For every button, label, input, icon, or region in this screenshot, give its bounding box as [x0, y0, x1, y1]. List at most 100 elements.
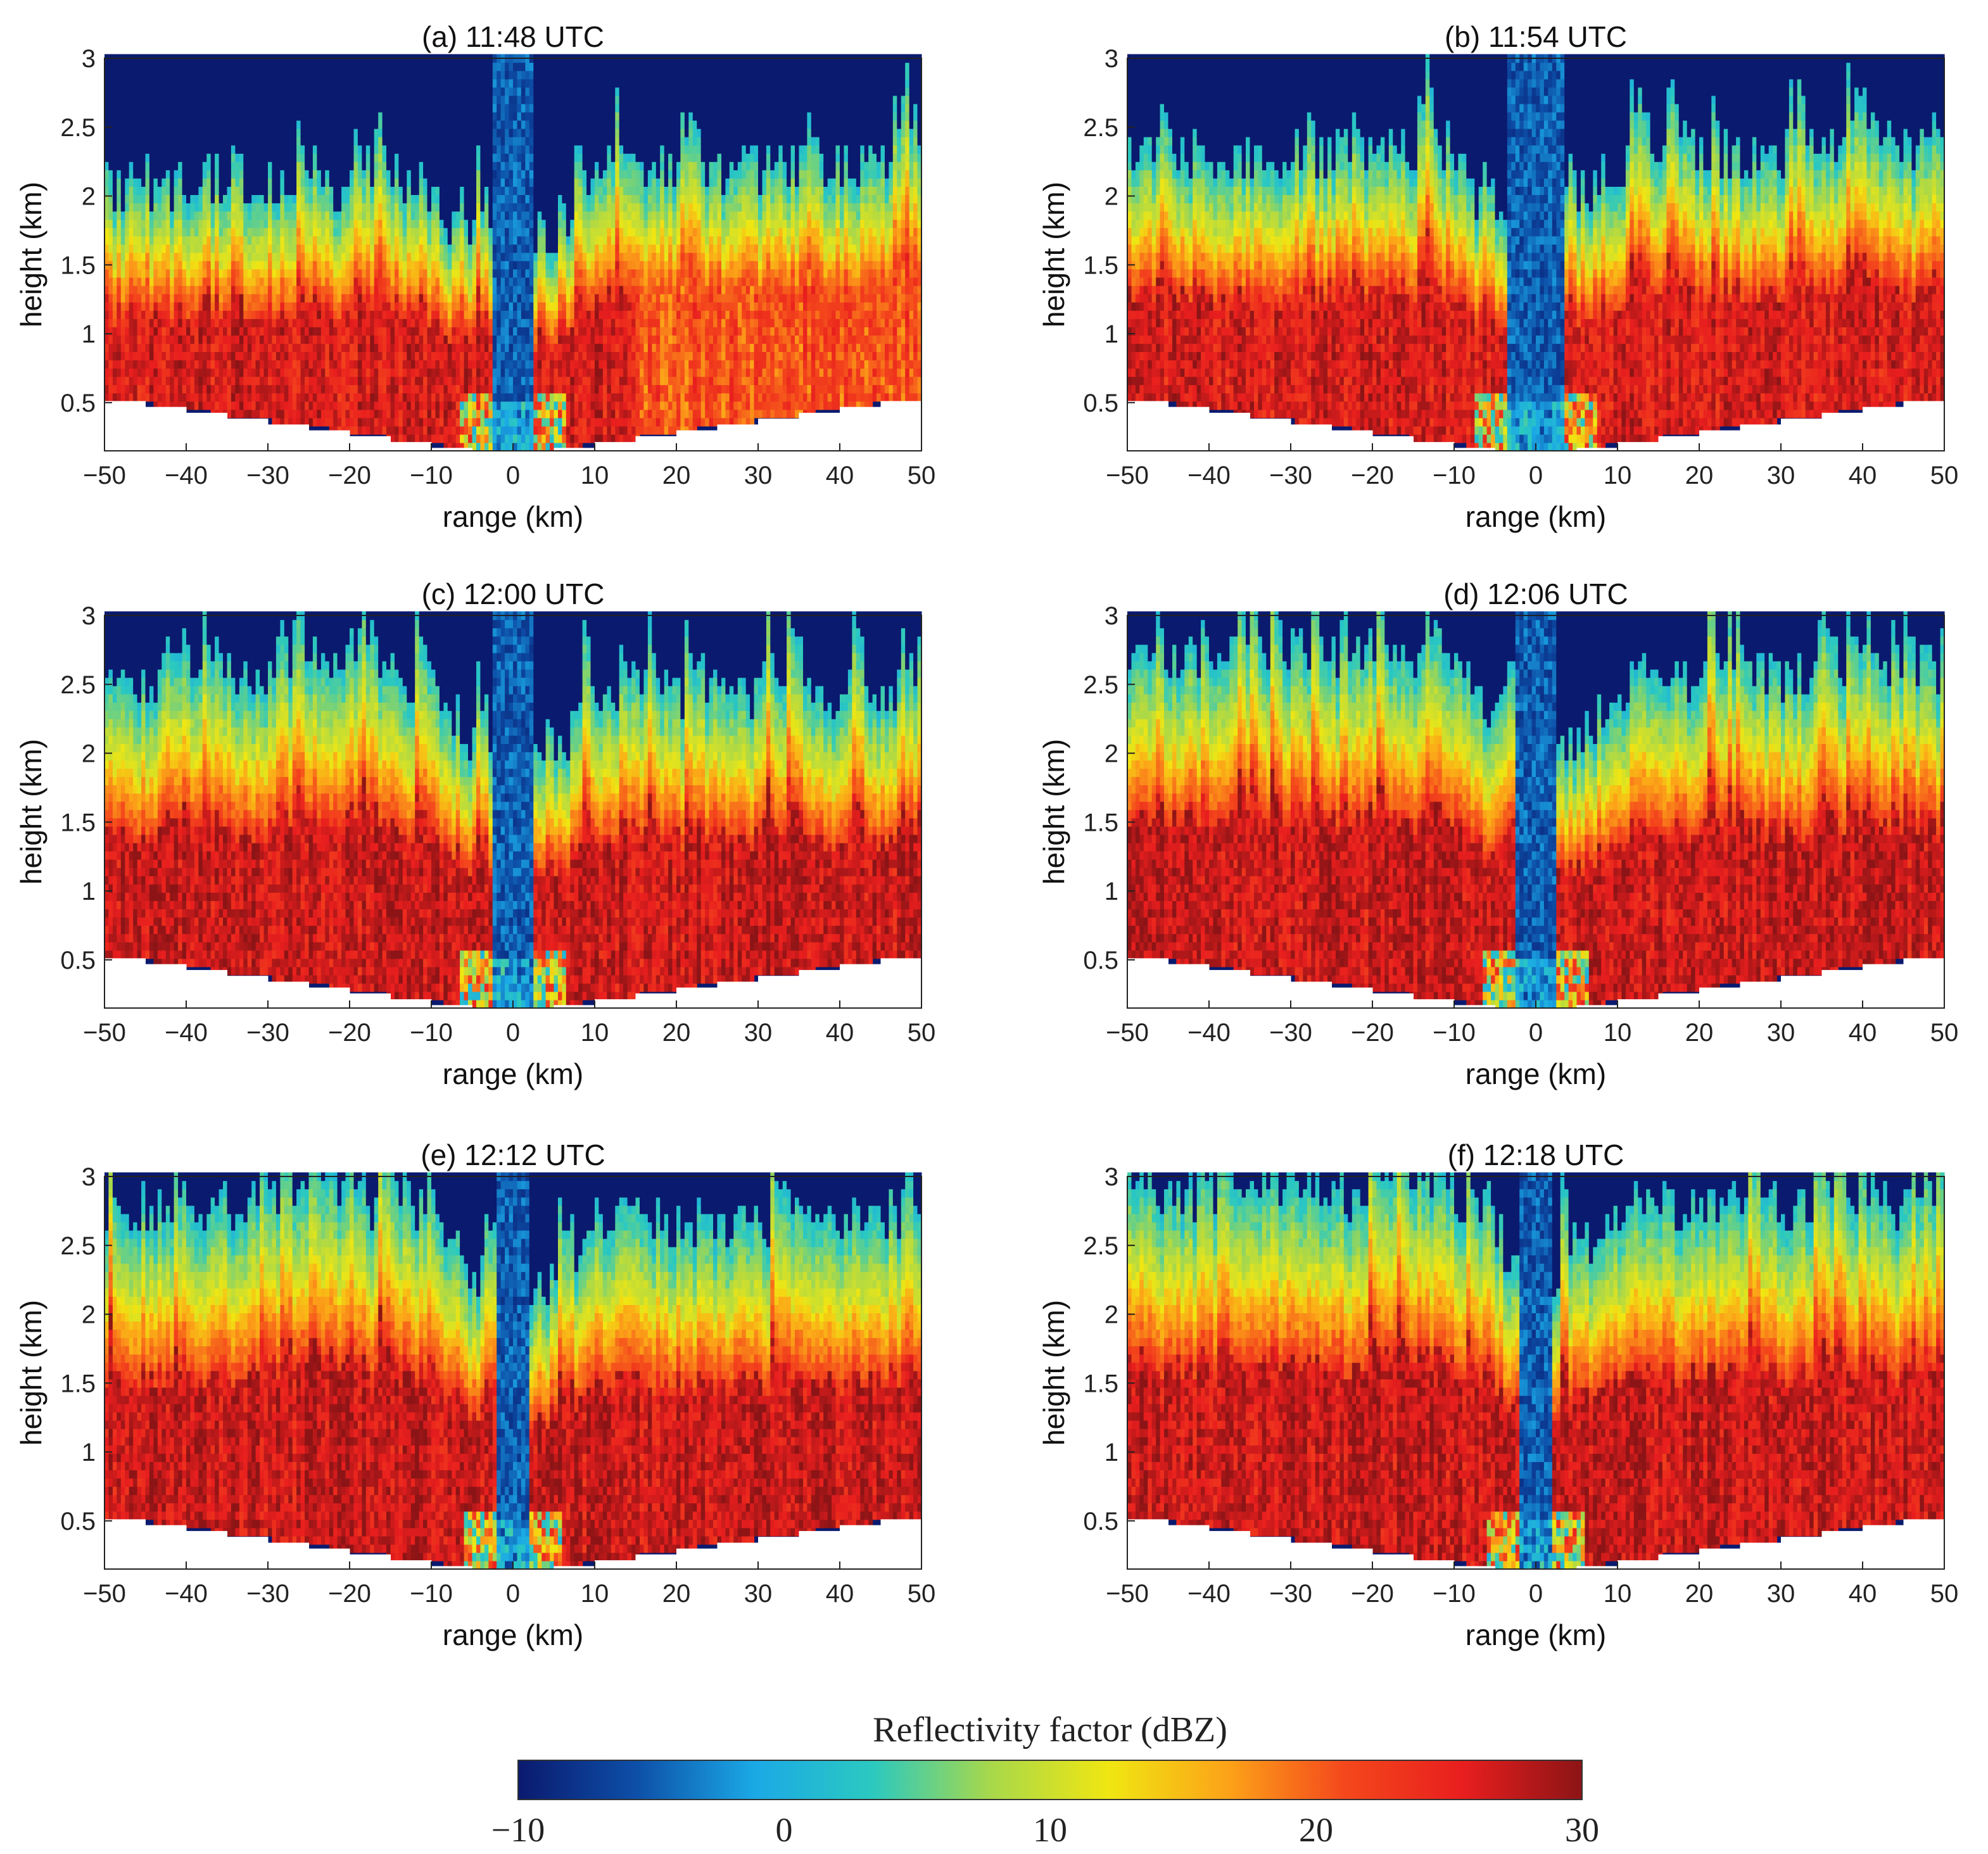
heatmap-cell: [464, 327, 469, 336]
heatmap-cell: [452, 236, 456, 245]
heatmap-cell: [256, 194, 260, 203]
heatmap-cell: [370, 377, 374, 386]
heatmap-cell: [317, 129, 321, 137]
heatmap-cell: [178, 360, 182, 369]
heatmap-cell: [378, 360, 383, 369]
heatmap-cell: [251, 244, 256, 253]
heatmap-cell: [272, 186, 276, 195]
heatmap-cell: [538, 302, 542, 311]
heatmap-cell: [178, 153, 182, 162]
heatmap-cell: [206, 170, 211, 179]
heatmap-cell: [338, 369, 342, 377]
heatmap-cell: [362, 203, 366, 211]
heatmap-cell: [460, 369, 464, 377]
heatmap-cell: [182, 137, 187, 146]
heatmap-cell: [256, 410, 260, 419]
heatmap-cell: [460, 87, 464, 96]
heatmap-cell: [235, 211, 239, 220]
heatmap-cell: [440, 96, 444, 104]
heatmap-cell: [219, 203, 224, 211]
heatmap-cell: [149, 178, 154, 187]
heatmap-cell: [354, 104, 358, 113]
heatmap-cell: [333, 79, 338, 88]
heatmap-cell: [158, 253, 162, 262]
heatmap-cell: [443, 71, 448, 80]
heatmap-cell: [272, 410, 276, 419]
heatmap-cell: [288, 161, 293, 170]
heatmap-cell: [509, 87, 514, 96]
heatmap-cell: [480, 393, 484, 402]
heatmap-cell: [493, 343, 497, 352]
heatmap-cell: [521, 71, 526, 80]
heatmap-cell: [223, 351, 227, 360]
heatmap-cell: [317, 269, 321, 278]
heatmap-cell: [215, 335, 219, 344]
heatmap-cell: [313, 410, 317, 419]
heatmap-cell: [146, 385, 150, 394]
heatmap-cell: [480, 186, 484, 195]
heatmap-cell: [468, 294, 472, 303]
heatmap-cell: [215, 261, 219, 270]
heatmap-cell: [248, 112, 252, 121]
heatmap-cell: [431, 277, 436, 286]
heatmap-cell: [411, 302, 415, 311]
heatmap-cell: [456, 294, 460, 303]
heatmap-cell: [251, 310, 256, 319]
heatmap-cell: [264, 318, 269, 327]
heatmap-cell: [190, 186, 194, 195]
heatmap-cell: [170, 286, 174, 294]
heatmap-cell: [108, 360, 113, 369]
heatmap-cell: [137, 269, 142, 278]
heatmap-cell: [272, 228, 276, 237]
heatmap-cell: [153, 71, 158, 80]
heatmap-cell: [170, 393, 174, 402]
heatmap-cell: [370, 343, 374, 352]
heatmap-cell: [513, 63, 517, 72]
heatmap-cell: [358, 186, 362, 195]
heatmap-cell: [443, 79, 448, 88]
heatmap-cell: [141, 161, 146, 170]
heatmap-cell: [350, 120, 354, 129]
heatmap-cell: [321, 87, 326, 96]
heatmap-cell: [211, 96, 215, 104]
heatmap-cell: [546, 63, 550, 72]
heatmap-cell: [415, 145, 419, 154]
heatmap-cell: [313, 178, 317, 187]
heatmap-cell: [509, 120, 514, 129]
heatmap-cell: [354, 170, 358, 179]
heatmap-cell: [137, 302, 142, 311]
heatmap-cell: [133, 377, 137, 386]
heatmap-cell: [284, 220, 289, 229]
heatmap-cell: [366, 377, 370, 386]
heatmap-cell: [178, 277, 182, 286]
heatmap-cell: [321, 351, 326, 360]
heatmap-cell: [284, 236, 289, 245]
heatmap-cell: [497, 178, 501, 187]
heatmap-cell: [383, 236, 387, 245]
heatmap-cell: [513, 137, 517, 146]
heatmap-cell: [146, 161, 150, 170]
heatmap-cell: [104, 343, 109, 352]
heatmap-cell: [129, 277, 134, 286]
heatmap-cell: [533, 302, 538, 311]
heatmap-cell: [354, 369, 358, 377]
heatmap-cell: [231, 294, 236, 303]
heatmap-cell: [443, 236, 448, 245]
heatmap-cell: [206, 228, 211, 237]
heatmap-cell: [108, 318, 113, 327]
heatmap-cell: [125, 385, 129, 394]
heatmap-cell: [260, 327, 264, 336]
heatmap-cell: [296, 360, 301, 369]
heatmap-cell: [174, 369, 179, 377]
heatmap-cell: [178, 129, 182, 137]
heatmap-cell: [129, 137, 134, 146]
heatmap-cell: [452, 211, 456, 220]
heatmap-cell: [476, 443, 481, 451]
heatmap-cell: [166, 360, 170, 369]
heatmap-cell: [243, 343, 248, 352]
heatmap-cell: [117, 244, 121, 253]
heatmap-cell: [436, 261, 440, 270]
heatmap-cell: [370, 261, 374, 270]
heatmap-cell: [260, 393, 264, 402]
heatmap-cell: [464, 310, 469, 319]
